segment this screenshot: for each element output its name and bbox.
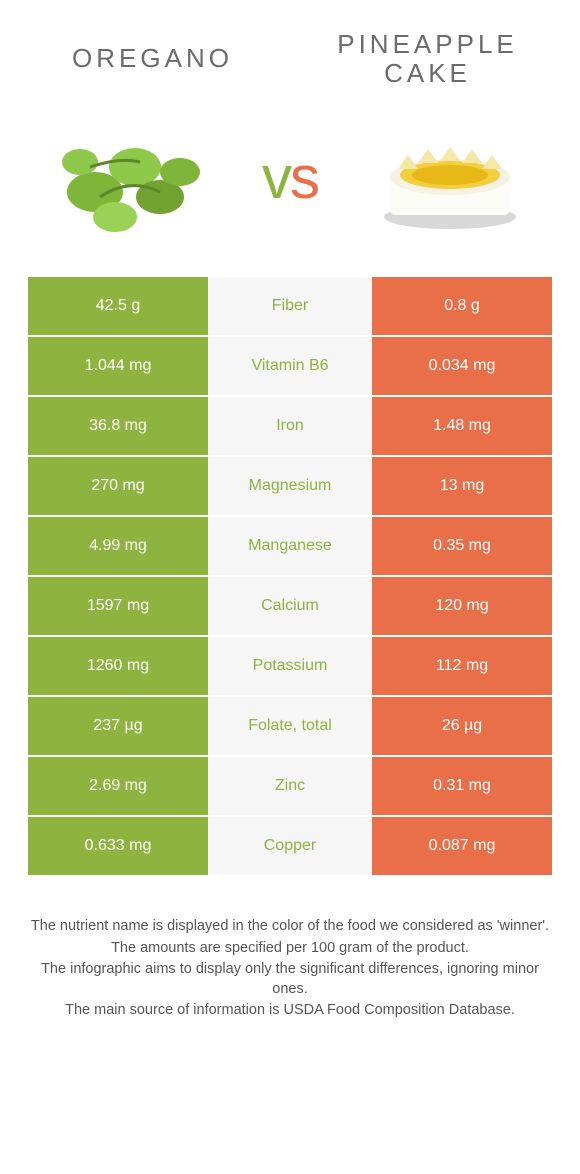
table-row: 2.69 mgZinc0.31 mg [28,757,552,815]
left-value: 270 mg [28,457,208,515]
left-value: 1260 mg [28,637,208,695]
footer-line: The amounts are specified per 100 gram o… [30,939,550,959]
titles-row: OREGANO PINEAPPLE CAKE [0,0,580,97]
left-value: 36.8 mg [28,397,208,455]
table-row: 237 µgFolate, total26 µg [28,697,552,755]
pineapple-cake-image [360,107,540,247]
nutrient-name: Iron [208,397,372,455]
nutrient-name: Zinc [208,757,372,815]
table-row: 0.633 mgCopper0.087 mg [28,817,552,875]
table-row: 42.5 gFiber0.8 g [28,277,552,335]
table-row: 1.044 mgVitamin B60.034 mg [28,337,552,395]
left-value: 0.633 mg [28,817,208,875]
table-row: 270 mgMagnesium13 mg [28,457,552,515]
right-value: 0.8 g [372,277,552,335]
nutrient-name: Copper [208,817,372,875]
right-value: 13 mg [372,457,552,515]
right-value: 0.31 mg [372,757,552,815]
left-title: OREGANO [40,44,265,73]
nutrient-name: Calcium [208,577,372,635]
table-row: 36.8 mgIron1.48 mg [28,397,552,455]
right-value: 112 mg [372,637,552,695]
left-value: 4.99 mg [28,517,208,575]
left-value: 1597 mg [28,577,208,635]
table-row: 1597 mgCalcium120 mg [28,577,552,635]
right-value: 0.35 mg [372,517,552,575]
left-value: 42.5 g [28,277,208,335]
footer-line: The infographic aims to display only the… [30,960,550,999]
images-row: vs [0,97,580,277]
left-value: 1.044 mg [28,337,208,395]
table-row: 1260 mgPotassium112 mg [28,637,552,695]
vs-label: vs [262,143,318,212]
oregano-image [40,107,220,247]
nutrient-name: Fiber [208,277,372,335]
right-value: 0.034 mg [372,337,552,395]
right-value: 1.48 mg [372,397,552,455]
table-row: 4.99 mgManganese0.35 mg [28,517,552,575]
left-value: 237 µg [28,697,208,755]
nutrient-name: Potassium [208,637,372,695]
nutrient-table: 42.5 gFiber0.8 g1.044 mgVitamin B60.034 … [0,277,580,875]
footer-line: The nutrient name is displayed in the co… [30,917,550,937]
footer-notes: The nutrient name is displayed in the co… [0,877,580,1021]
nutrient-name: Vitamin B6 [208,337,372,395]
footer-line: The main source of information is USDA F… [30,1001,550,1021]
nutrient-name: Magnesium [208,457,372,515]
right-value: 26 µg [372,697,552,755]
right-title: PINEAPPLE CAKE [315,30,540,87]
right-value: 120 mg [372,577,552,635]
nutrient-name: Manganese [208,517,372,575]
left-value: 2.69 mg [28,757,208,815]
nutrient-name: Folate, total [208,697,372,755]
right-value: 0.087 mg [372,817,552,875]
